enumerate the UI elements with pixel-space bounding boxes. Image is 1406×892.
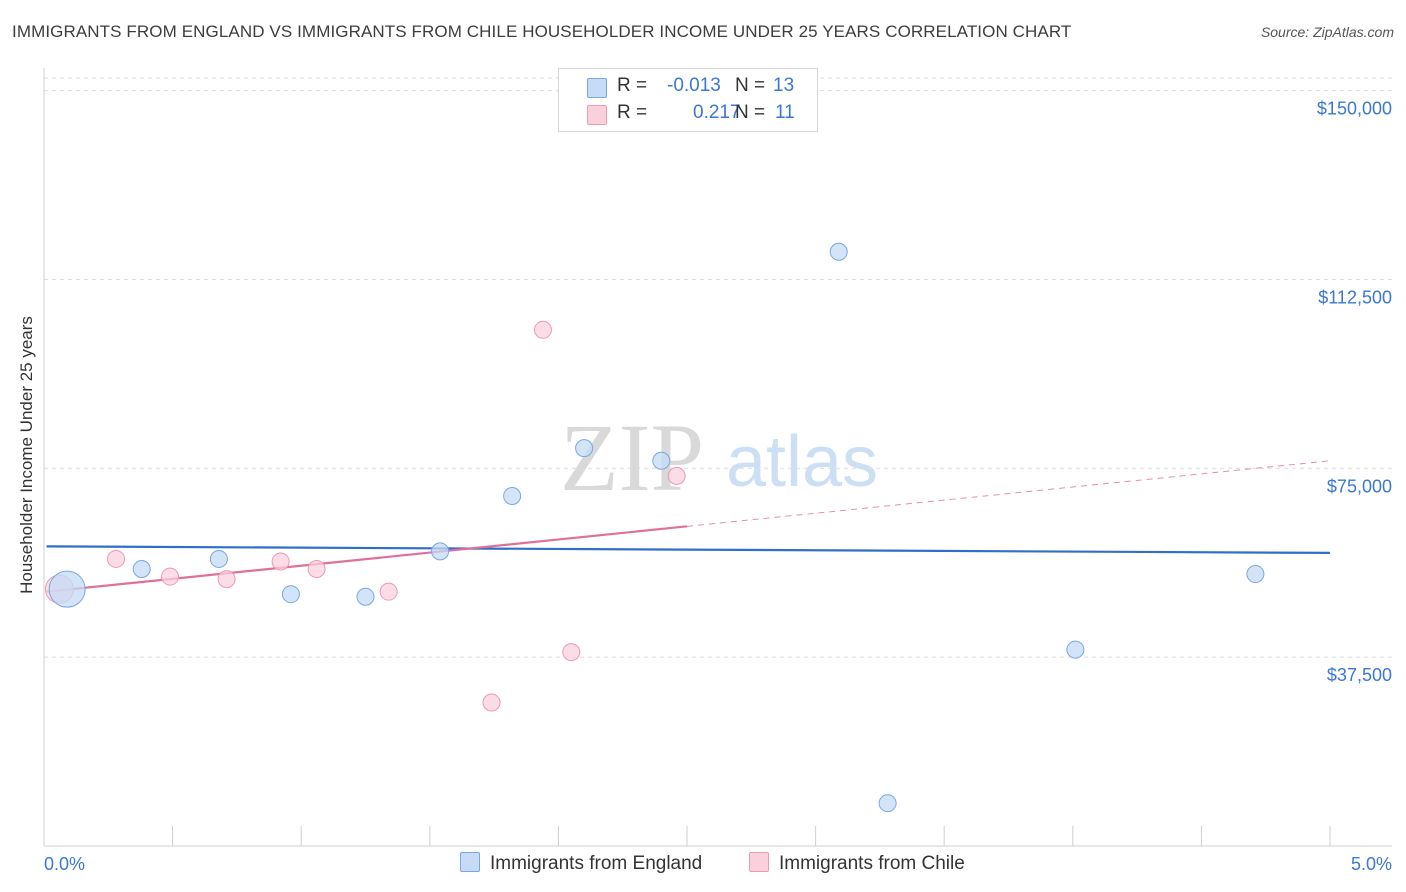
series-swatch-england bbox=[460, 852, 480, 872]
chile-point-6 bbox=[379, 582, 398, 601]
points-layer bbox=[44, 242, 1265, 813]
england-point-1 bbox=[132, 560, 151, 579]
y-axis-label: Householder Income Under 25 years bbox=[17, 316, 36, 594]
chile-point-5 bbox=[307, 560, 326, 579]
y-tick-label-2: $112,500 bbox=[1318, 287, 1392, 307]
watermark: ZIP atlas bbox=[560, 404, 878, 511]
trend-line-solid-0 bbox=[46, 545, 1331, 555]
x-tick-label-start: 0.0% bbox=[44, 854, 85, 874]
chile-point-9 bbox=[562, 643, 581, 662]
series-label-england: Immigrants from England bbox=[490, 853, 703, 874]
trend-line-dashed-1 bbox=[686, 460, 1331, 527]
x-tick-label-end: 5.0% bbox=[1351, 854, 1392, 874]
legend-r-label-england: R = bbox=[617, 75, 648, 96]
chile-point-7 bbox=[482, 693, 501, 712]
england-point-2 bbox=[209, 549, 228, 568]
legend-swatch-england bbox=[587, 78, 607, 98]
england-point-10 bbox=[878, 794, 897, 813]
england-point-6 bbox=[503, 486, 522, 505]
england-point-9 bbox=[829, 242, 848, 261]
legend-n-label-england: N = bbox=[735, 75, 766, 96]
chile-point-2 bbox=[161, 567, 180, 586]
legend-n-value-england: 13 bbox=[773, 75, 795, 96]
england-point-11 bbox=[1066, 640, 1085, 659]
chile-point-10 bbox=[667, 466, 686, 485]
trend-line-solid-1 bbox=[46, 525, 688, 593]
legend-n-label-chile: N = bbox=[735, 102, 766, 123]
y-tick-label-3: $150,000 bbox=[1317, 99, 1392, 119]
chile-point-8 bbox=[533, 320, 552, 339]
series-legend-chile: Immigrants from Chile bbox=[749, 852, 965, 876]
england-point-12 bbox=[1246, 565, 1265, 584]
england-point-0 bbox=[48, 570, 86, 608]
legend-n-value-chile: 11 bbox=[775, 102, 795, 123]
series-swatch-chile bbox=[749, 852, 769, 872]
england-point-7 bbox=[575, 439, 594, 458]
source-label: Source: ZipAtlas.com bbox=[1260, 24, 1394, 40]
chile-point-1 bbox=[107, 549, 126, 568]
axes-layer bbox=[43, 68, 1392, 847]
y-tick-label-1: $75,000 bbox=[1327, 476, 1392, 496]
series-legend-england: Immigrants from England bbox=[460, 852, 702, 876]
chile-point-3 bbox=[217, 570, 236, 589]
legend-r-value-england: -0.013 bbox=[667, 75, 721, 96]
correlation-legend: R = -0.013 N = 13 R = 0.217 N = 11 bbox=[558, 68, 818, 132]
chart-title: IMMIGRANTS FROM ENGLAND VS IMMIGRANTS FR… bbox=[12, 22, 1072, 41]
watermark-zip: ZIP bbox=[560, 404, 704, 511]
chile-point-4 bbox=[271, 552, 290, 571]
legend-swatch-chile bbox=[587, 105, 607, 125]
england-point-8 bbox=[652, 451, 671, 470]
tick-layer: $37,500 $75,000 $112,500 $150,000 0.0% 5.0% bbox=[44, 99, 1392, 874]
legend-r-value-chile: 0.217 bbox=[693, 102, 741, 123]
y-tick-label-0: $37,500 bbox=[1327, 665, 1392, 685]
england-point-5 bbox=[431, 542, 450, 561]
watermark-atlas: atlas bbox=[726, 422, 878, 502]
england-point-4 bbox=[356, 587, 375, 606]
england-point-3 bbox=[281, 585, 300, 604]
series-label-chile: Immigrants from Chile bbox=[779, 853, 965, 874]
legend-r-label-chile: R = bbox=[617, 102, 648, 123]
trend-layer bbox=[46, 460, 1331, 593]
